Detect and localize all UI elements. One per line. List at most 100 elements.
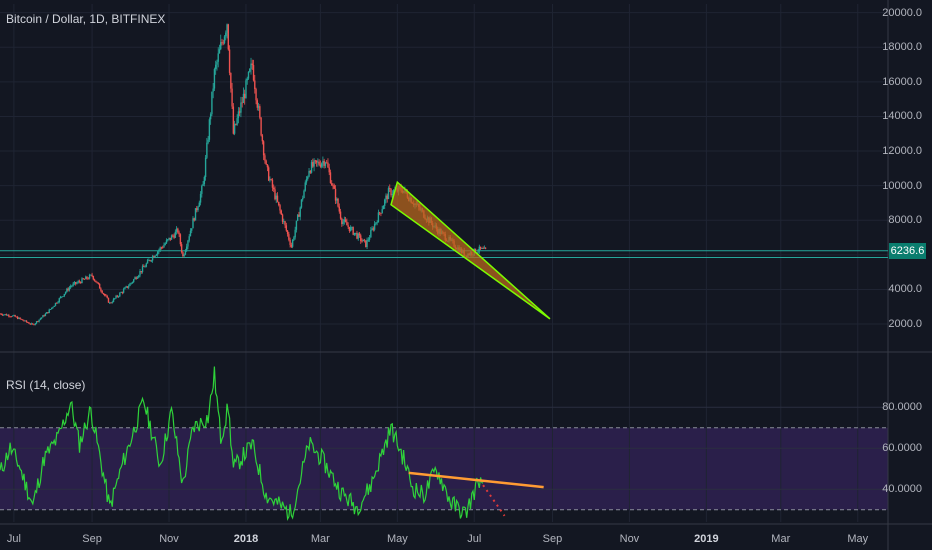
candle-body	[360, 235, 362, 242]
candle-body	[106, 296, 108, 298]
candle-body	[259, 106, 261, 118]
candle-body	[328, 167, 330, 173]
candle-body	[37, 321, 39, 322]
candle-body	[309, 170, 311, 173]
candle-body	[236, 118, 238, 125]
price-tick-label: 20000.0	[882, 6, 922, 19]
candle-body	[318, 161, 320, 165]
candle-body	[177, 228, 179, 233]
candle-body	[126, 286, 129, 288]
candle-body	[370, 229, 372, 238]
candle-body	[185, 246, 188, 251]
candle-body	[32, 323, 34, 325]
candle-body	[376, 222, 378, 224]
candle-body	[344, 219, 347, 222]
candle-body	[332, 185, 334, 187]
candle-body	[280, 210, 282, 215]
candle-body	[170, 235, 173, 240]
candle-body	[40, 317, 43, 319]
candle-body	[138, 275, 140, 278]
candle-body	[1, 314, 4, 316]
time-tick-label: 2018	[233, 533, 259, 545]
candle-body	[49, 309, 52, 310]
candle-body	[202, 184, 204, 186]
candle-body	[110, 302, 112, 304]
candle-body	[175, 228, 178, 232]
candle-body	[114, 298, 116, 300]
candle-body	[189, 230, 192, 237]
candle-body	[307, 176, 309, 180]
candle-body	[198, 202, 200, 207]
candle-body	[48, 309, 50, 314]
candle-body	[275, 195, 277, 200]
candle-body	[54, 302, 57, 306]
candle-body	[194, 208, 197, 221]
candle-body	[352, 227, 354, 235]
candle-body	[371, 228, 373, 230]
candle-body	[158, 249, 160, 252]
candle-body	[163, 244, 165, 248]
candle-body	[281, 214, 284, 222]
candle-body	[16, 316, 19, 319]
candle-body	[199, 193, 202, 203]
price-tick-label: 12000.0	[882, 145, 922, 158]
time-tick-label: Nov	[619, 533, 640, 545]
candle-body	[22, 319, 24, 321]
candle-body	[254, 80, 256, 90]
time-tick-label: May	[386, 533, 408, 545]
candle-body	[80, 281, 82, 284]
candle-body	[28, 322, 30, 324]
candle-body	[331, 183, 333, 186]
candle-body	[51, 307, 53, 310]
candle-body	[172, 235, 174, 237]
candle-body	[284, 221, 286, 226]
candle-body	[38, 319, 40, 322]
candle-body	[191, 228, 193, 231]
candle-body	[167, 239, 169, 241]
candle-body	[208, 119, 211, 140]
candle-body	[187, 240, 189, 247]
rsi-band	[0, 427, 888, 510]
candle-body	[390, 188, 392, 196]
candle-body	[11, 315, 14, 317]
candle-body	[308, 170, 310, 177]
price-tick-label: 8000.0	[888, 214, 922, 227]
candle-body	[57, 302, 59, 304]
candle-body	[325, 162, 328, 164]
candle-body	[0, 313, 1, 315]
candle-body	[81, 278, 83, 284]
candle-body	[39, 318, 42, 320]
price-tick-label: 14000.0	[882, 110, 922, 123]
candle-body	[73, 282, 76, 284]
candle-body	[298, 214, 300, 217]
candle-body	[481, 248, 483, 249]
candle-body	[317, 161, 319, 163]
candle-body	[10, 316, 13, 318]
candle-body	[69, 286, 72, 288]
candle-body	[339, 211, 342, 219]
candle-body	[329, 172, 332, 184]
rsi-projection-line	[482, 484, 506, 517]
candle-body	[278, 201, 280, 206]
candle-body	[382, 205, 385, 210]
candle-body	[92, 275, 95, 280]
candle-body	[136, 277, 139, 279]
candle-body	[274, 189, 276, 200]
candle-body	[244, 93, 246, 99]
candle-body	[333, 185, 335, 189]
candle-body	[260, 117, 262, 136]
candle-body	[87, 278, 89, 280]
candle-body	[29, 323, 31, 325]
candle-body	[482, 248, 484, 249]
candle-body	[378, 212, 381, 214]
candle-body	[59, 296, 62, 299]
candle-body	[293, 237, 295, 240]
candle-body	[178, 232, 180, 235]
candle-body	[13, 315, 15, 316]
candle-body	[34, 323, 37, 325]
candle-body	[310, 162, 313, 173]
candle-body	[305, 179, 308, 183]
candle-body	[226, 24, 228, 33]
candle-body	[193, 218, 195, 221]
